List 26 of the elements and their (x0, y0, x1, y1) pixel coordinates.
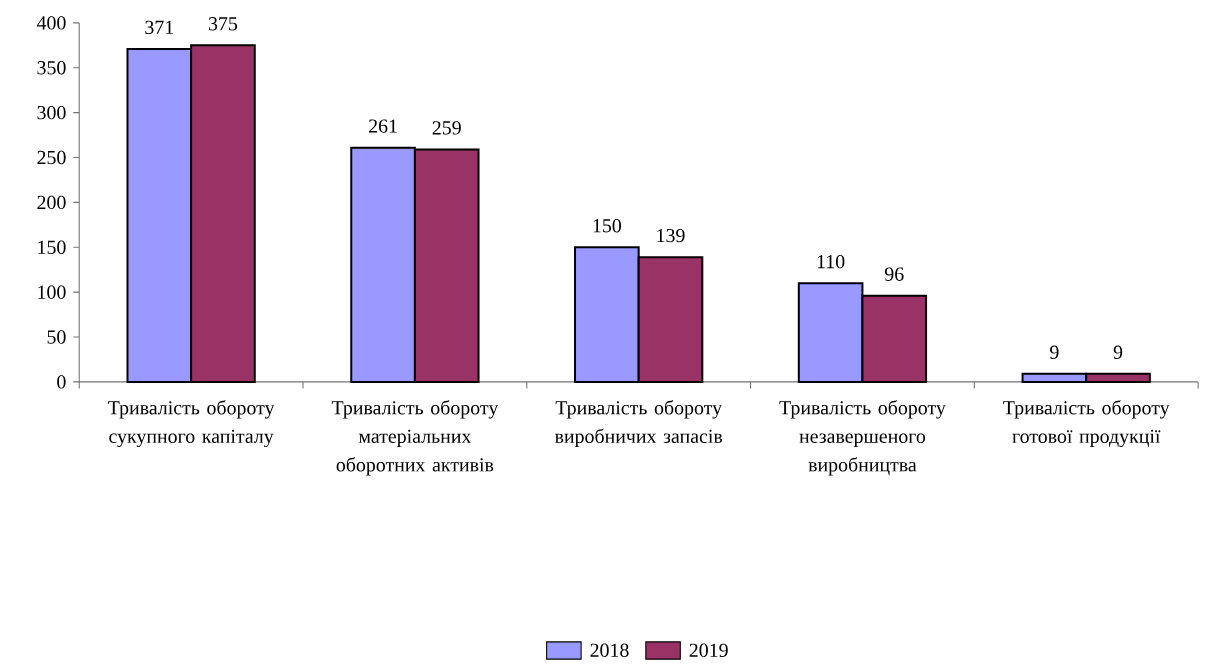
data-label: 259 (432, 121, 461, 135)
data-label: 139 (657, 228, 685, 243)
y-tick-label: 50 (47, 330, 66, 344)
x-tick-label: Тривалість обороту сукупного капіталу (108, 399, 275, 447)
y-tick-label: 100 (38, 285, 66, 299)
data-label: 375 (208, 16, 238, 31)
data-label: 110 (817, 254, 845, 269)
data-label: 96 (884, 267, 904, 281)
legend-label: 2018 (590, 643, 629, 657)
x-tick-label: Тривалість обороту незавершеного виробництва (779, 399, 946, 476)
data-label: 371 (145, 20, 174, 34)
y-tick-label: 400 (36, 16, 66, 30)
x-tick-label: Тривалість обороту виробничих запасів (554, 399, 723, 447)
y-tick-label: 350 (37, 60, 66, 75)
x-tick-label: Тривалість обороту матеріальних оборотних активів (331, 399, 499, 476)
y-tick-label: 250 (37, 150, 66, 165)
x-tick-label: Тривалість обороту готової продукції (1003, 399, 1170, 447)
data-label: 9 (1113, 345, 1123, 359)
y-tick-label: 200 (37, 195, 66, 209)
y-tick-label: 0 (57, 375, 66, 389)
legend-label: 2019 (689, 643, 728, 657)
y-tick-label: 300 (37, 105, 66, 120)
data-label: 9 (1050, 345, 1059, 359)
data-label: 261 (369, 119, 397, 133)
data-label: 150 (593, 218, 622, 233)
y-tick-label: 150 (38, 240, 66, 254)
